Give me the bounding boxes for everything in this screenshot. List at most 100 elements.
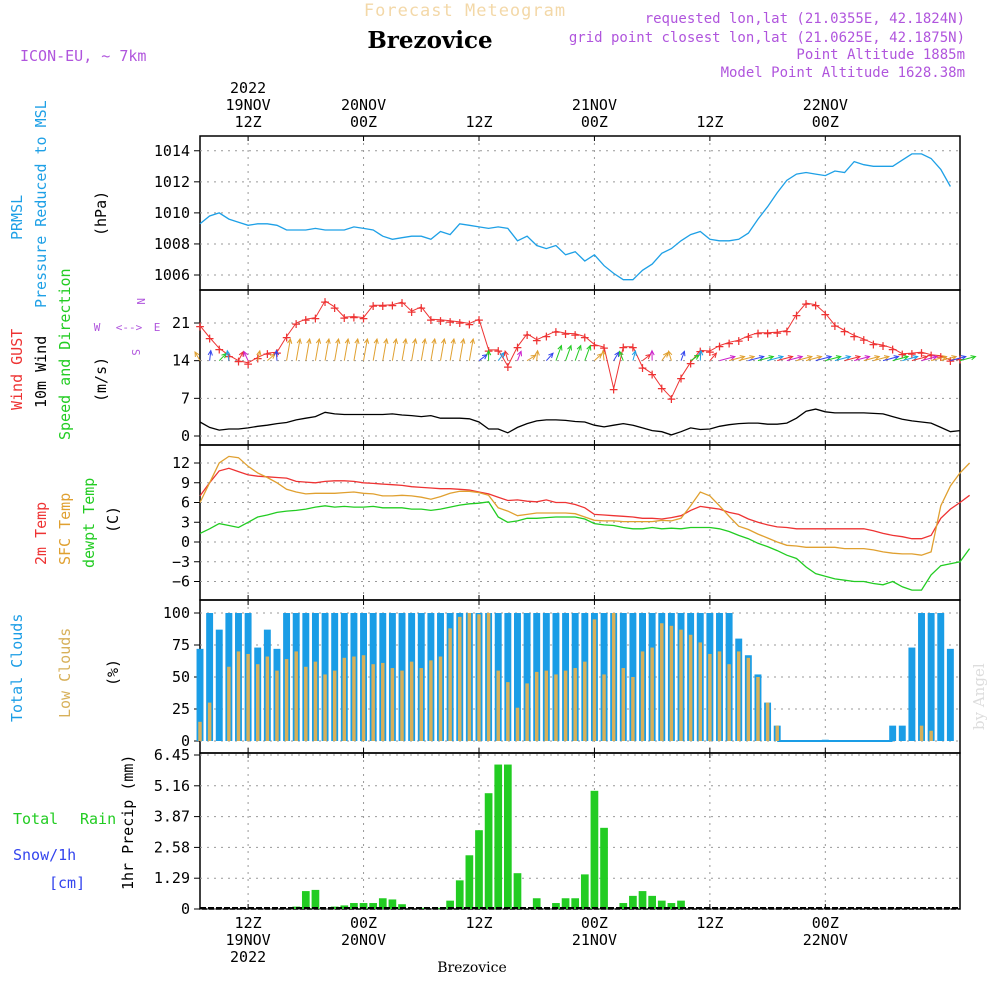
low-clouds-label: Low Clouds [56, 628, 74, 718]
gust-marker: + [532, 332, 541, 350]
gust-marker: + [349, 309, 358, 327]
gust-marker: + [551, 323, 560, 341]
wind-arrow-head [932, 355, 939, 361]
pressure-ytick-label: 1010 [154, 204, 190, 222]
gust-marker: + [474, 311, 483, 329]
location-title: Brezovice [367, 27, 492, 54]
wind-direction-arrow [815, 356, 832, 362]
wind-direction-arrow [805, 356, 822, 362]
wind-direction-arrow [931, 356, 947, 362]
gust-marker: + [523, 326, 532, 344]
wind-direction-arrow [353, 338, 359, 361]
rose-w: W [94, 321, 101, 334]
wind-direction-arrow [699, 350, 702, 361]
low-clouds-bar [255, 664, 260, 741]
wind-arrow-head [797, 355, 804, 361]
rain-bar [571, 898, 580, 909]
gust-marker: + [676, 369, 685, 387]
sfc-temp-label: SFC Temp [56, 493, 74, 565]
rain-bar [532, 898, 541, 909]
wind-direction-arrow [314, 338, 320, 361]
low-clouds-bar [342, 657, 347, 741]
wind-arrow-head [618, 350, 624, 357]
precipitation-frame [199, 752, 961, 910]
temperature-ytick-label: 0 [181, 533, 190, 551]
sfc-temp-line [199, 455, 971, 556]
wind-arrow-head [912, 355, 919, 361]
wind-arrow-head [557, 344, 563, 351]
wind-direction-arrow [594, 353, 603, 362]
wind-arrow-head [238, 350, 244, 357]
gust-marker: + [282, 328, 291, 346]
low-clouds-bar [592, 619, 597, 741]
gust-marker: + [830, 317, 839, 335]
wind-arrow-head [499, 351, 505, 358]
wind-direction-arrow [613, 351, 620, 361]
wind-direction-arrow [420, 338, 426, 361]
wind-arrow-head [749, 355, 756, 361]
wind-arrow-head [631, 349, 637, 356]
rain-bar [330, 906, 339, 909]
low-clouds-bar [631, 677, 635, 741]
wind-arrow-head [600, 349, 607, 356]
wind-ytick-label: 14 [172, 352, 190, 370]
wind-direction-arrow [382, 338, 388, 361]
precipitation-ytick-label: 6.45 [154, 746, 190, 764]
bottom-time-axis-hour: 00Z [581, 914, 608, 932]
wind-direction-arrow [757, 356, 774, 362]
low-clouds-bar [602, 674, 606, 741]
wind-direction-arrow [565, 345, 572, 361]
precipitation-ytick-label: 3.87 [154, 808, 190, 826]
wind-direction-arrow [680, 351, 685, 361]
pressure-unit: (hPa) [92, 191, 110, 236]
gust-marker: + [417, 299, 426, 317]
precipitation-ytick-label: 0 [181, 900, 190, 918]
low-clouds-bar [429, 660, 433, 741]
low-clouds-bar [207, 702, 212, 741]
model-label: ICON-EU, ~ 7km [20, 47, 146, 65]
gust-marker: + [638, 359, 647, 377]
gust-marker: + [561, 325, 570, 343]
low-clouds-bar [688, 634, 693, 741]
wind-direction-arrow [526, 354, 536, 362]
gust-marker: + [792, 306, 801, 324]
forecast-title: Forecast Meteogram [364, 1, 566, 21]
low-clouds-bar [650, 647, 654, 741]
prmsl-line [199, 153, 951, 281]
temp2m-line [199, 467, 970, 540]
top-time-axis-hour: 00Z [812, 113, 839, 131]
rain-bar [580, 874, 589, 909]
gust-marker: + [715, 338, 724, 356]
low-clouds-bar [727, 664, 731, 741]
wind-direction-arrow [243, 351, 249, 361]
temperature-ytick-label: −3 [172, 553, 190, 571]
wind-direction-arrow [440, 338, 445, 361]
wind-arrow-head [835, 355, 842, 361]
wind-direction-arrow [218, 353, 227, 362]
total-clouds-bar [514, 613, 521, 741]
low-clouds-bar [390, 668, 395, 741]
rain-bar [638, 891, 647, 909]
wind-direction-arrow [844, 356, 861, 362]
gust-marker: + [407, 303, 416, 321]
low-clouds-bar [294, 651, 298, 741]
wind-arrow-head [768, 355, 775, 361]
rain-bar [446, 900, 454, 909]
cloud-series [196, 613, 954, 742]
wind-direction-arrow [902, 356, 918, 362]
wind-arrow-head [373, 337, 379, 344]
bottom-time-axis-date: 21NOV [572, 931, 617, 949]
total-clouds-bar [523, 613, 531, 741]
low-clouds-bar [304, 666, 308, 741]
wind-arrow-head [960, 355, 967, 361]
clouds-ytick-label: 75 [172, 636, 190, 654]
rain-bar [311, 889, 320, 909]
wind-direction-arrow [555, 345, 562, 361]
wind-arrow-head [503, 350, 509, 357]
wind-ytick-label: 21 [172, 314, 190, 332]
rain-bar [561, 898, 570, 909]
temperature-ytick-label: 6 [181, 494, 190, 512]
precip-series [200, 764, 960, 909]
cloud-labels: Total Clouds Low Clouds (%) [8, 614, 122, 722]
